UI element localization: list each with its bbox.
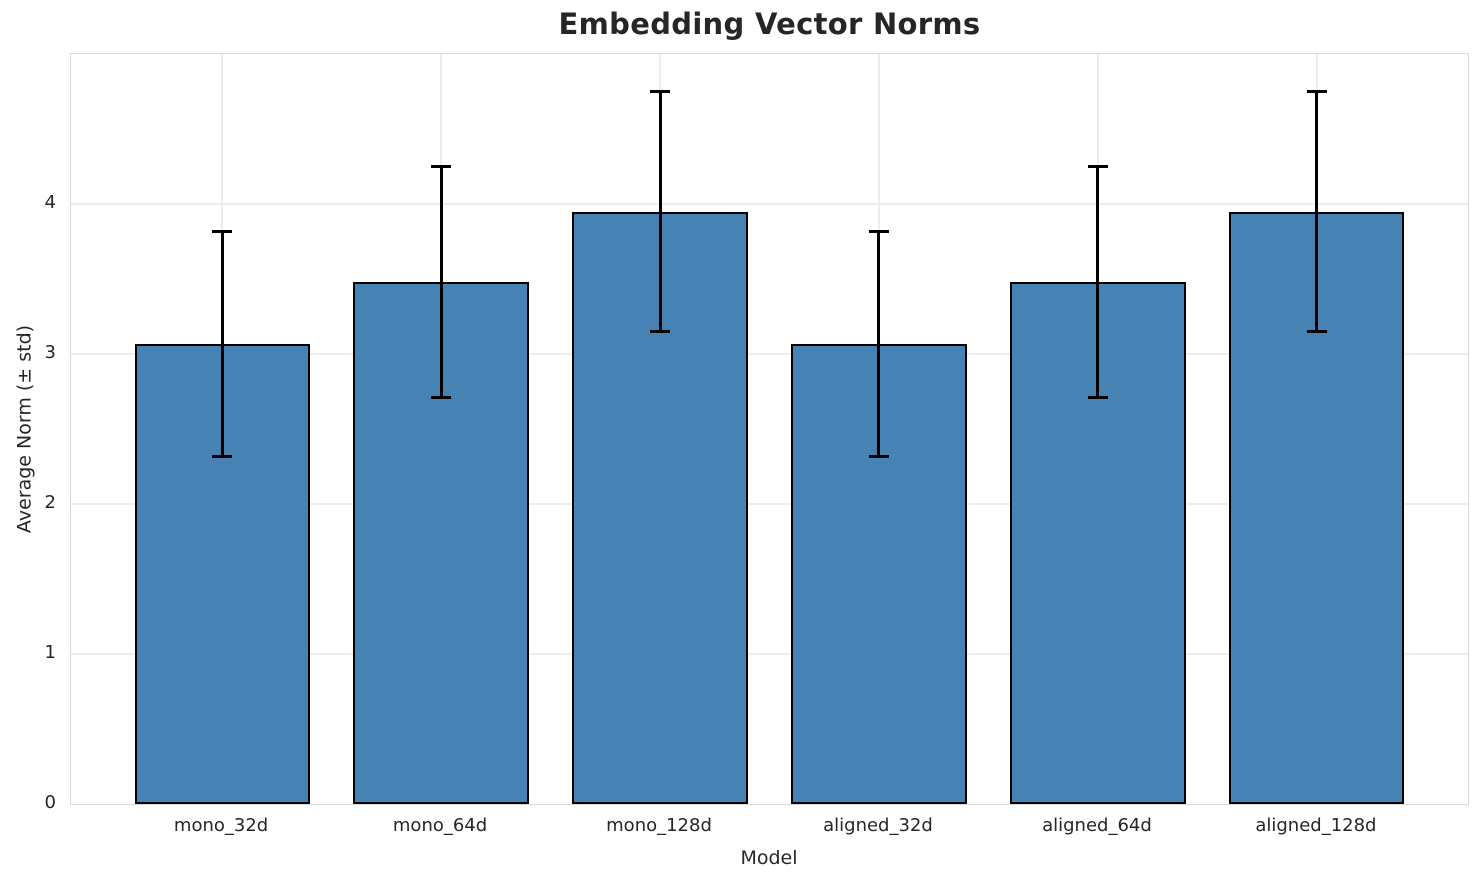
x-tick-label-mono_128d: mono_128d	[606, 815, 712, 836]
y-tick-label-4: 4	[44, 192, 56, 213]
error-bar-cap-bottom-mono_64d	[431, 396, 452, 399]
y-tick-label-3: 3	[44, 342, 56, 363]
gridline-horizontal-y2	[71, 503, 1468, 505]
gridline-horizontal-y1	[71, 653, 1468, 655]
x-axis-label: Model	[740, 847, 798, 869]
error-bar-cap-bottom-aligned_64d	[1087, 396, 1108, 399]
chart-title: Embedding Vector Norms	[558, 7, 981, 41]
error-bar-cap-top-mono_32d	[212, 229, 233, 233]
error-bar-cap-bottom-aligned_128d	[1306, 330, 1327, 333]
error-bar-cap-top-aligned_128d	[1306, 90, 1327, 93]
bar-aligned_128d	[1229, 211, 1405, 804]
error-bar-cap-bottom-aligned_32d	[868, 454, 889, 458]
error-bar-cap-top-aligned_64d	[1087, 165, 1108, 168]
error-bar-cap-top-mono_128d	[650, 90, 671, 93]
gridline-horizontal-y4	[71, 203, 1468, 205]
y-tick-label-1: 1	[44, 642, 56, 663]
y-tick-label-2: 2	[44, 492, 56, 513]
bar-aligned_32d	[791, 343, 967, 804]
error-bar-cap-top-aligned_32d	[868, 229, 889, 233]
error-bar-cap-bottom-mono_32d	[212, 454, 233, 458]
x-tick-label-aligned_64d: aligned_64d	[1042, 815, 1152, 836]
error-bar-line-mono_32d	[220, 231, 224, 456]
x-tick-label-mono_32d: mono_32d	[173, 815, 269, 836]
error-bar-line-aligned_32d	[877, 231, 881, 456]
error-bar-line-mono_128d	[658, 91, 662, 332]
plot-area	[70, 53, 1469, 805]
error-bar-line-aligned_128d	[1315, 91, 1319, 332]
x-tick-label-aligned_128d: aligned_128d	[1255, 815, 1377, 836]
error-bar-cap-bottom-mono_128d	[650, 330, 671, 333]
x-tick-label-aligned_32d: aligned_32d	[823, 815, 933, 836]
error-bar-cap-top-mono_64d	[431, 165, 452, 168]
x-tick-label-mono_64d: mono_64d	[392, 815, 488, 836]
y-tick-label-0: 0	[44, 792, 56, 813]
error-bar-line-aligned_64d	[1096, 166, 1100, 398]
gridline-horizontal-y3	[71, 353, 1468, 355]
error-bar-line-mono_64d	[439, 166, 443, 398]
